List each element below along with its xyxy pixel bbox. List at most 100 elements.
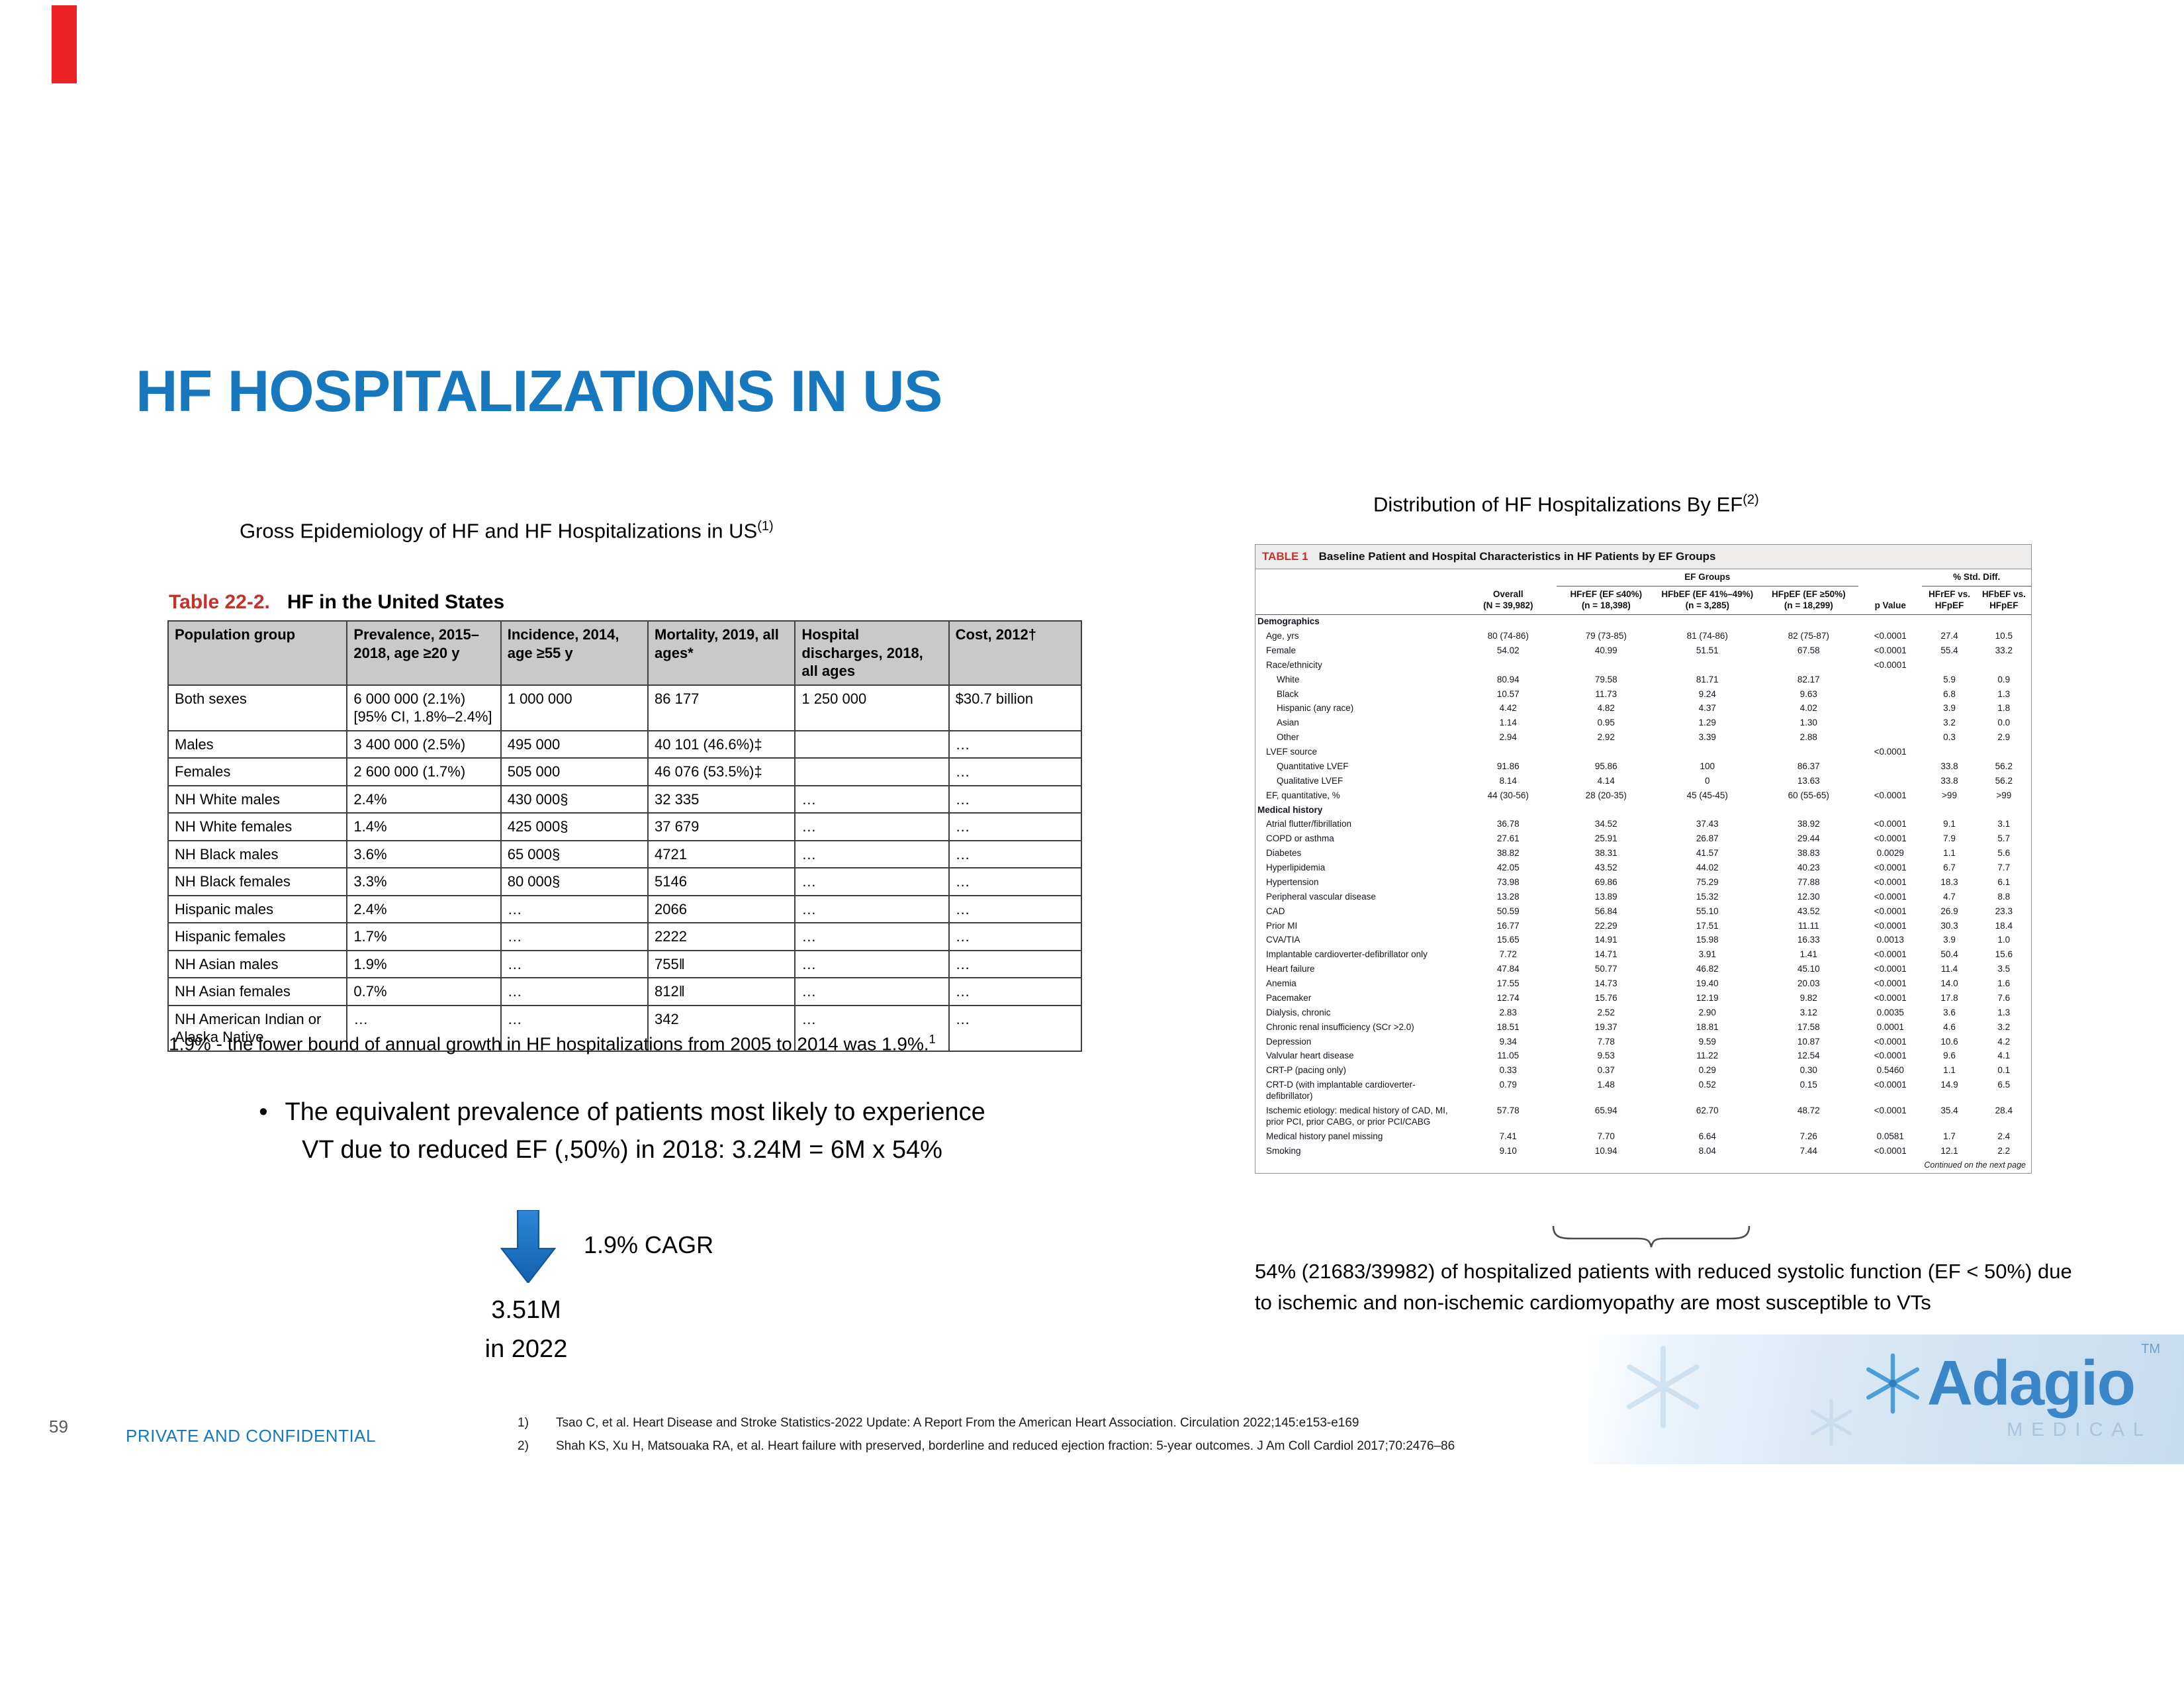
table-cell: Hispanic males [167, 894, 348, 923]
table-cell: <0.0001 [1874, 790, 1907, 800]
table-cell: 48.72 [1797, 1105, 1820, 1115]
table-cell: … [948, 949, 1083, 978]
table-cell: <0.0001 [1874, 747, 1907, 757]
table-cell: 1.30 [1799, 718, 1817, 728]
table-cell: 50.59 [1496, 906, 1520, 916]
table-cell: <0.0001 [1874, 863, 1907, 872]
table-row: Chronic renal insufficiency (SCr >2.0) 18… [1255, 1020, 2031, 1035]
table-row: Smoking 9.10 10.94 8.04 7.44 <0.0001 12.1 2.2 [1255, 1144, 2031, 1158]
table-cell: 3.3% [346, 867, 502, 896]
table-cell: 80 000§ [500, 867, 649, 896]
table-row: Medical history panel missing 7.41 7.70 6.6… [1255, 1129, 2031, 1144]
table-cell: 43.52 [1797, 906, 1820, 916]
table-cell: … [794, 867, 950, 896]
row-label: Diabetes [1266, 848, 1302, 859]
table-cell: 3.39 [1698, 732, 1716, 743]
table-cell: >99 [1942, 790, 1957, 800]
table-cell [1977, 745, 2031, 760]
table-cell: 0.29 [1698, 1065, 1716, 1076]
table-cell: <0.0001 [1874, 1036, 1907, 1047]
table-cell: <0.0001 [1874, 645, 1907, 655]
table-cell: 14.71 [1594, 949, 1617, 960]
table-row: NH White females 1.4% 425 000§ 37 679…… [167, 812, 1083, 841]
row-label: Hyperlipidemia [1266, 863, 1326, 872]
row-label: Asian [1277, 718, 1299, 728]
table-cell: 55.10 [1696, 906, 1719, 916]
table-row: NH Black females 3.3% 80 000§ 5146…… [167, 867, 1083, 896]
table-cell: 9.34 [1499, 1036, 1517, 1047]
table-cell: 60 (55-65) [1788, 790, 1829, 800]
table-cell: 73.98 [1496, 876, 1520, 887]
table-row: Female 54.02 40.99 51.51 67.58 <0.0001 55.4 33.… [1255, 643, 2031, 658]
table-cell: 7.7 [1997, 863, 2011, 872]
table-row: Peripheral vascular disease 13.28 13.89 15.… [1255, 890, 2031, 904]
table-cell: 6 000 000 (2.1%) [95% CI, 1.8%–2.4%] [346, 684, 502, 731]
table-row: White 80.94 79.58 81.71 82.17 5.9 0.9 [1255, 673, 2031, 687]
table-row: Implantable cardioverter-defibrillator o… [1255, 948, 2031, 962]
confidential-label: PRIVATE AND CONFIDENTIAL [126, 1426, 376, 1446]
table-cell [1858, 702, 1922, 716]
table-cell: 55.4 [1940, 645, 1958, 655]
table-cell: 13.89 [1594, 891, 1617, 902]
table-cell: 9.59 [1698, 1036, 1716, 1047]
table-cell: 19.40 [1696, 978, 1719, 988]
table-cell: 1.1 [1943, 848, 1956, 859]
table-row: Atrial flutter/fibrillation 36.78 34.52 37.… [1255, 818, 2031, 832]
ef-col-header: HFpEF (EF ≥50%) (n = 18,299) [1758, 586, 1859, 615]
table-cell: 80.94 [1496, 674, 1520, 684]
table-cell: 8.14 [1499, 775, 1517, 786]
reference-num: 2) [518, 1438, 529, 1453]
table-cell: 5146 [647, 867, 796, 896]
table-row: CAD 50.59 56.84 55.10 43.52 <0.0001 26.9 23.3 [1255, 904, 2031, 919]
table-cell: 425 000§ [500, 812, 649, 841]
table-cell: 27.4 [1940, 631, 1958, 641]
table-cell [1858, 774, 1922, 788]
adagio-logo: Adagio TM MEDICAL [1862, 1342, 2160, 1441]
table-cell: 51.51 [1696, 645, 1719, 655]
epi-col-header: Mortality, 2019, all ages* [647, 620, 796, 686]
table-cell: 0.52 [1698, 1080, 1716, 1090]
row-label: Valvular heart disease [1266, 1051, 1354, 1061]
table-cell: 1 000 000 [500, 684, 649, 731]
table-cell: 2.94 [1499, 732, 1517, 743]
table-cell: 3.12 [1799, 1007, 1817, 1017]
table-cell: 44 (30-56) [1487, 790, 1529, 800]
table-cell: 0.37 [1597, 1065, 1615, 1076]
table-cell: 342 [647, 1004, 796, 1052]
row-label: CVA/TIA [1266, 935, 1300, 945]
table-cell: 10.94 [1594, 1145, 1617, 1156]
table-cell: 2.88 [1799, 732, 1817, 743]
table-cell: <0.0001 [1874, 833, 1907, 844]
table-cell: 37.43 [1696, 819, 1719, 829]
table-row: Ischemic etiology: medical history of CA… [1255, 1103, 2031, 1129]
table-cell: … [500, 949, 649, 978]
table-cell: 6.7 [1943, 863, 1956, 872]
table-cell [1922, 614, 1976, 629]
table-cell: 86 177 [647, 684, 796, 731]
table-cell: 0.9 [1997, 674, 2011, 684]
table-cell: 44.02 [1696, 863, 1719, 872]
table-cell: 4.37 [1698, 703, 1716, 714]
table-cell: 7.9 [1943, 833, 1956, 844]
row-label: Demographics [1257, 616, 1320, 627]
table-cell: 14.0 [1940, 978, 1958, 988]
table-cell: 0.7% [346, 977, 502, 1006]
row-label: CAD [1266, 906, 1285, 916]
table-cell: 18.3 [1940, 876, 1958, 887]
row-label: LVEF source [1266, 747, 1318, 757]
table-cell: NH Asian males [167, 949, 348, 978]
table-cell: 2 600 000 (1.7%) [346, 757, 502, 786]
table-cell: 34.52 [1594, 819, 1617, 829]
table-cell: 12.30 [1797, 891, 1820, 902]
snowflake-decoration-icon [1627, 1345, 1700, 1429]
table-cell: 69.86 [1594, 876, 1617, 887]
table-cell: 33.8 [1940, 775, 1958, 786]
table-cell: … [794, 839, 950, 868]
table-row: COPD or asthma 27.61 25.91 26.87 29.44 <0.000… [1255, 832, 2031, 847]
row-label: Depression [1266, 1036, 1312, 1047]
table-cell: 45 (45-45) [1686, 790, 1728, 800]
table-row: Qualitative LVEF 8.14 4.14 0 13.63 33.8 56.2 [1255, 774, 2031, 788]
table-cell [1460, 658, 1556, 673]
table-cell: NH Asian females [167, 977, 348, 1006]
row-label: Qualitative LVEF [1277, 775, 1343, 786]
